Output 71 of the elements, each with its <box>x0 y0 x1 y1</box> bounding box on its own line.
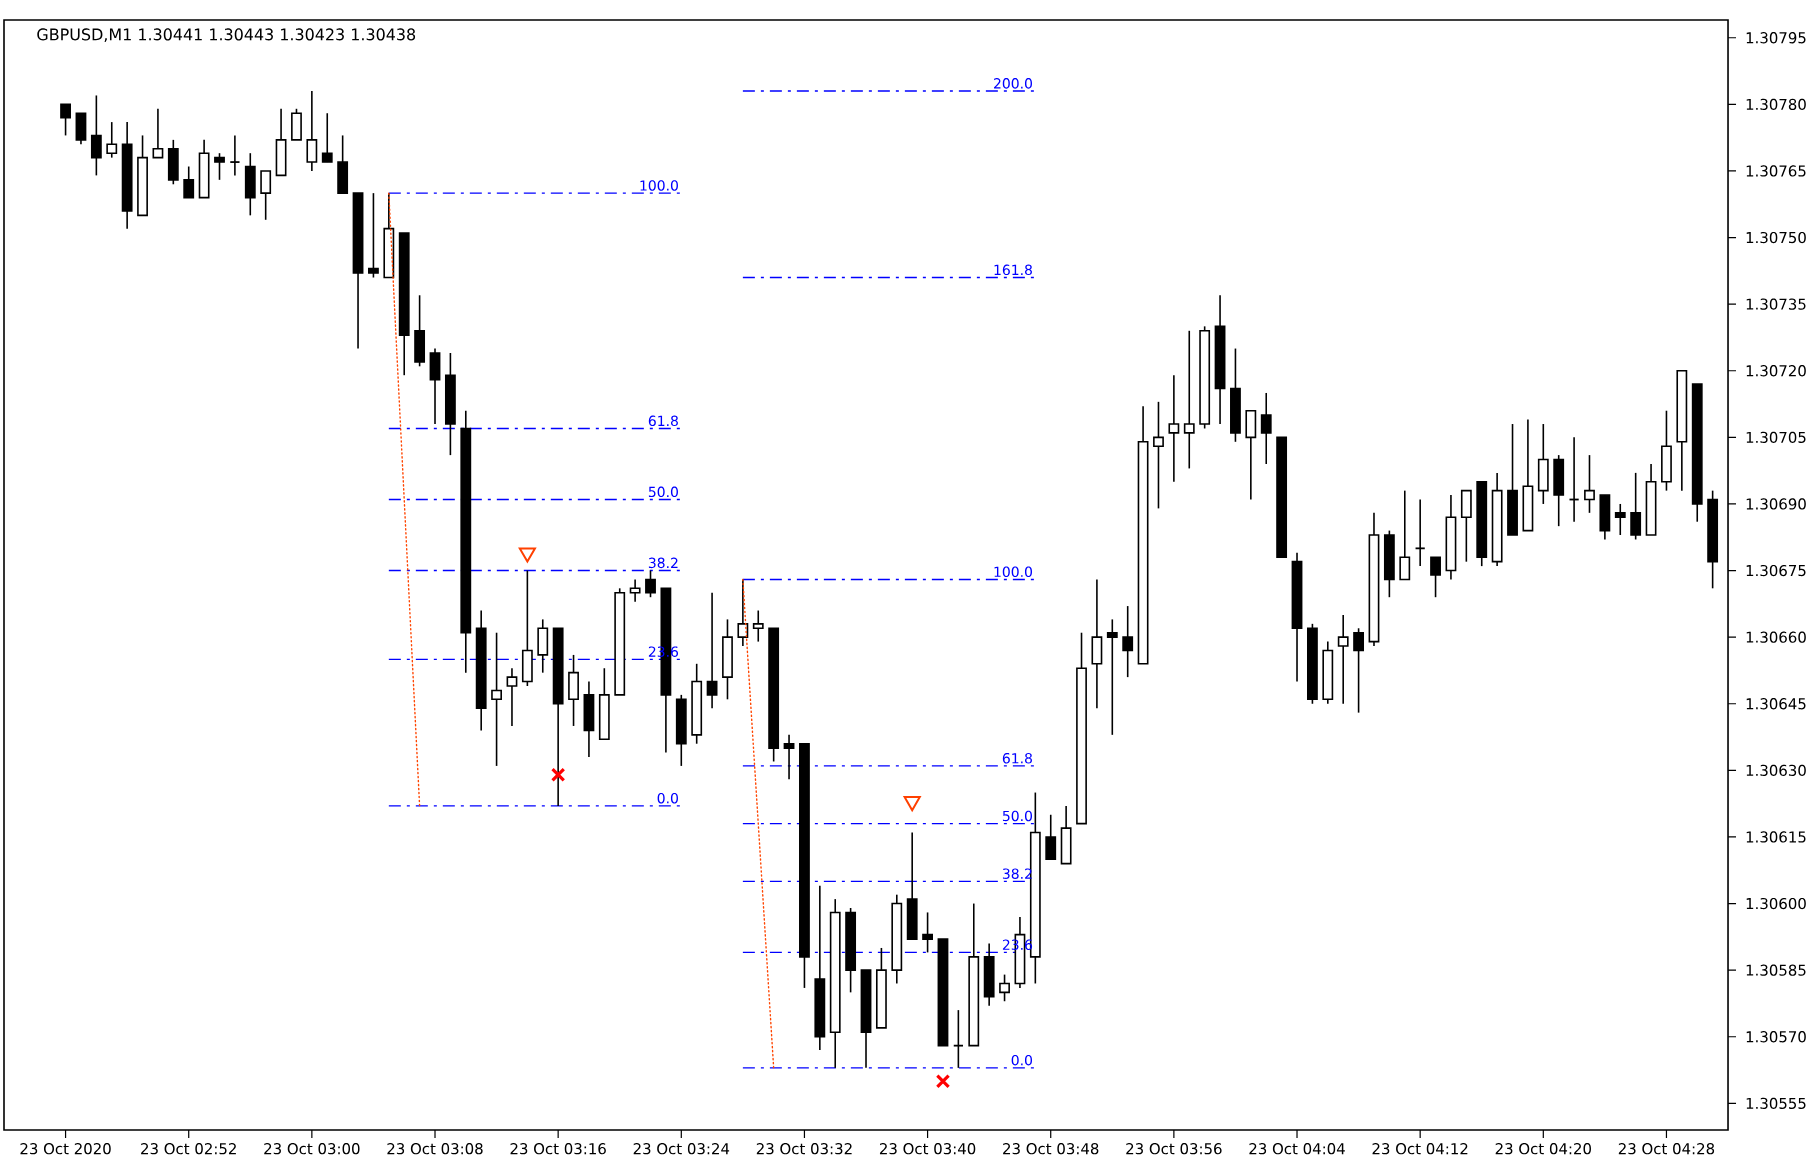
candlestick <box>1153 401 1164 510</box>
point <box>550 767 566 783</box>
candlestick <box>1584 454 1595 514</box>
candlestick <box>1507 423 1518 536</box>
candlestick <box>1383 529 1395 598</box>
candlestick <box>629 578 641 603</box>
candlestick <box>722 618 733 701</box>
candlestick <box>506 667 518 727</box>
candlestick <box>1122 605 1134 678</box>
candlestick <box>922 911 933 954</box>
candlestick <box>60 103 71 137</box>
candlestick <box>1630 472 1642 541</box>
candlestick <box>1045 813 1057 860</box>
point <box>903 796 921 812</box>
candlestick <box>368 192 379 279</box>
candlestick <box>537 618 549 674</box>
candlestick <box>1091 578 1103 709</box>
candlestick <box>906 831 918 940</box>
point <box>518 547 536 563</box>
candlestick <box>337 134 349 194</box>
candlestick <box>321 112 333 163</box>
candlestick <box>291 107 302 141</box>
candlestick <box>783 734 795 781</box>
candlestick <box>983 942 995 1007</box>
candlestick <box>491 631 502 767</box>
candlestick <box>429 347 441 425</box>
candlestick <box>306 90 318 172</box>
candlestick <box>1183 329 1195 470</box>
candlestick <box>583 680 595 758</box>
candlestick <box>1060 805 1072 865</box>
candlestick <box>1661 409 1672 492</box>
candlestick <box>229 134 241 177</box>
candlestick <box>1460 489 1472 563</box>
candlestick <box>214 152 225 181</box>
candlestick <box>90 94 102 177</box>
candlestick <box>1245 409 1257 501</box>
candlestick <box>244 152 256 217</box>
candlestick <box>737 578 749 647</box>
candlestick <box>1353 627 1365 714</box>
candlestick <box>1430 556 1441 598</box>
candlestick <box>1522 418 1534 532</box>
candlestick <box>275 107 287 177</box>
candlestick <box>75 112 87 146</box>
candlestick <box>1337 614 1349 705</box>
candlestick <box>675 694 687 767</box>
candlestick <box>521 569 533 687</box>
candlestick <box>1230 347 1241 443</box>
candlestick <box>198 139 210 199</box>
candlestick <box>152 107 164 159</box>
candlestick <box>1106 618 1118 736</box>
candlestick <box>260 170 272 221</box>
candlestick <box>1260 392 1272 465</box>
candlestick <box>1399 489 1411 581</box>
candlestick <box>167 139 179 186</box>
candlestick <box>568 654 579 727</box>
candlestick <box>183 165 195 199</box>
candlestick <box>598 667 610 741</box>
candlestick <box>999 973 1010 1003</box>
candlestick <box>952 1009 964 1069</box>
candlestick <box>645 569 656 598</box>
candlestick <box>706 591 718 709</box>
candlestick <box>1414 498 1426 567</box>
candlestick <box>1168 374 1180 483</box>
candlestick <box>106 121 118 159</box>
point <box>935 1073 951 1089</box>
candlestick <box>1537 423 1549 505</box>
candlestick <box>414 294 426 368</box>
candlestick <box>1553 454 1565 527</box>
candlestick <box>1614 503 1626 536</box>
candlestick <box>752 609 764 643</box>
candlestick <box>1599 494 1611 541</box>
